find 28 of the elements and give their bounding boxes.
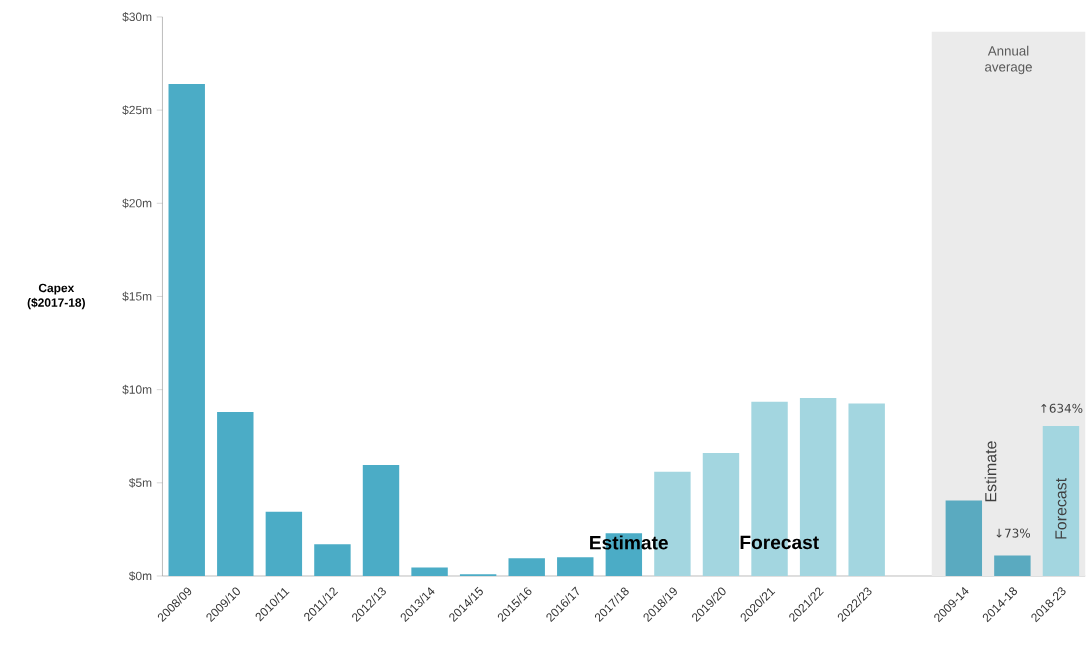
y-axis-title: Capex ($2017-18) xyxy=(27,283,85,310)
bar xyxy=(702,453,740,577)
annotation: Forecast xyxy=(740,535,819,550)
annotation: ↓73% xyxy=(996,528,1031,538)
y-tick-label: $20m xyxy=(122,198,152,209)
y-tick-label: $25m xyxy=(122,105,152,116)
y-tick-label: $10m xyxy=(122,384,152,395)
bar xyxy=(362,465,400,577)
bar xyxy=(557,557,594,577)
y-tick-label: $5m xyxy=(128,478,152,488)
bar xyxy=(994,555,1031,577)
band-label: Annual average xyxy=(985,45,1032,75)
bar xyxy=(945,500,983,577)
annotation: Forecast xyxy=(1055,478,1067,539)
annotation: Estimate xyxy=(590,535,668,550)
bar xyxy=(848,403,885,577)
y-tick-label: $30m xyxy=(122,12,152,22)
annotation: ↑634% xyxy=(1041,403,1083,413)
bar xyxy=(314,544,351,577)
bar xyxy=(1042,426,1080,577)
bar xyxy=(217,412,254,577)
annotation: Estimate xyxy=(984,441,997,502)
bar xyxy=(168,84,205,577)
y-tick-label: $0m xyxy=(128,571,152,581)
bar xyxy=(411,567,448,577)
y-tick-label: $15m xyxy=(122,291,152,302)
bar xyxy=(508,558,545,577)
bar xyxy=(265,511,303,577)
